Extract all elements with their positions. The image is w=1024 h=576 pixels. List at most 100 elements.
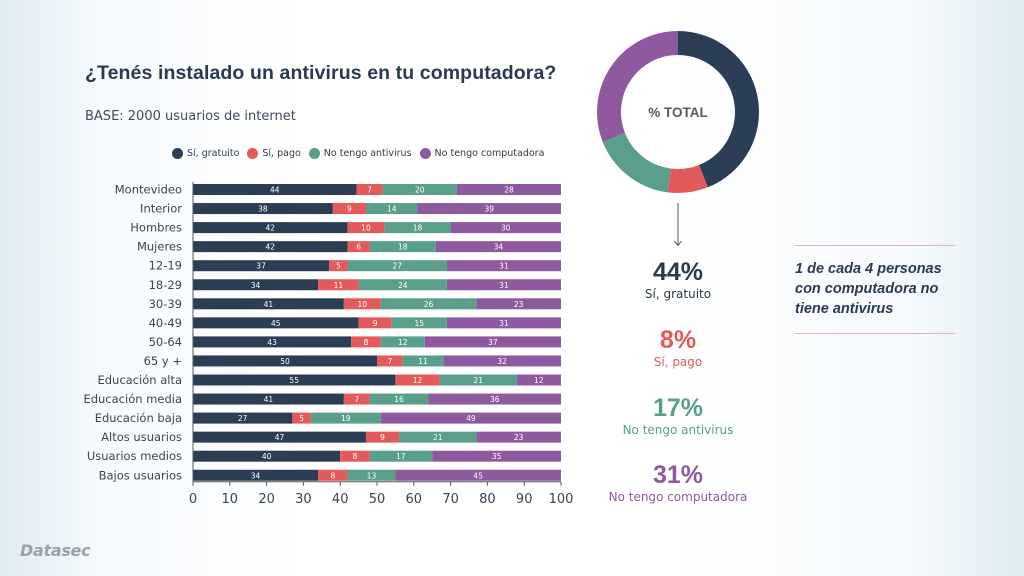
bar-value-label: 6 — [356, 243, 361, 252]
bar-value-label: 41 — [264, 395, 274, 404]
category-label: 50-64 — [149, 335, 182, 349]
category-label: Educación baja — [95, 411, 182, 425]
legend-item-si-pago: Sí, pago — [247, 148, 301, 159]
bar-segment — [193, 260, 330, 272]
category-label: Interior — [140, 202, 182, 216]
bar-value-label: 19 — [341, 414, 351, 423]
bar-value-label: 39 — [484, 205, 494, 214]
donut-slice — [667, 164, 708, 194]
bar-value-label: 34 — [251, 281, 261, 290]
bar-segment — [343, 298, 381, 310]
chart-subtitle: BASE: 2000 usuarios de internet — [85, 109, 296, 124]
donut-center-label: % TOTAL — [648, 105, 708, 120]
callout-box: 1 de cada 4 personas con computadora no … — [795, 245, 955, 334]
donut-slice — [602, 132, 671, 193]
bar-segment — [369, 393, 429, 405]
bar-value-label: 10 — [361, 224, 371, 233]
stat-value: 8% — [659, 326, 697, 354]
bar-segment — [347, 469, 396, 481]
category-label: Mujeres — [137, 240, 182, 254]
x-tick-label: 50 — [369, 492, 386, 507]
bar-segment — [329, 260, 348, 272]
stat-value: 17% — [652, 394, 704, 422]
category-label: 18-29 — [149, 278, 182, 292]
bar-segment — [193, 374, 396, 386]
category-label: Montevideo — [115, 183, 182, 197]
bar-value-label: 42 — [266, 243, 276, 252]
bar-segment — [417, 203, 561, 215]
bar-segment — [347, 260, 447, 272]
donut-chart: % TOTAL — [597, 31, 759, 194]
bar-segment — [439, 374, 517, 386]
x-tick-label: 90 — [516, 492, 533, 507]
x-tick-label: 100 — [549, 492, 574, 507]
stacked-bar-chart: Montevideo 44 7 20 28 Interior 38 9 14 39 Hombres 4… — [83, 182, 574, 507]
bar-value-label: 43 — [267, 338, 277, 347]
bar-segment — [369, 450, 433, 462]
legend-dot-icon — [172, 148, 183, 159]
bar-value-label: 9 — [373, 319, 378, 328]
bar-value-label: 26 — [424, 300, 434, 309]
legend: Sí, gratuito Sí, pago No tengo antivirus… — [172, 148, 544, 159]
bar-segment — [193, 184, 357, 195]
bar-value-label: 18 — [398, 243, 408, 252]
bar-value-label: 34 — [494, 243, 504, 252]
bar-value-label: 55 — [289, 376, 299, 385]
bar-segment — [193, 355, 377, 367]
bar-value-label: 34 — [251, 471, 261, 480]
datasec-logo: Datasec — [20, 541, 91, 560]
bar-segment — [318, 469, 348, 481]
bar-segment — [193, 203, 333, 215]
legend-label: No tengo computadora — [434, 148, 545, 159]
category-label: Educación media — [83, 392, 182, 406]
bar-value-label: 38 — [258, 205, 268, 214]
category-label: Educación alta — [97, 373, 182, 387]
bar-segment — [351, 336, 381, 348]
bar-segment — [193, 336, 352, 348]
arrow-down-icon — [674, 203, 682, 247]
category-label: 40-49 — [149, 316, 182, 330]
bar-segment — [395, 469, 561, 481]
category-label: Hombres — [130, 221, 182, 235]
bar-value-label: 7 — [367, 186, 372, 195]
bar-segment — [347, 222, 385, 234]
bar-segment — [476, 298, 561, 310]
bar-segment — [384, 222, 451, 234]
bar-segment — [424, 336, 561, 348]
category-label: 65 y + — [144, 354, 182, 368]
bar-value-label: 11 — [418, 357, 428, 366]
bar-value-label: 17 — [396, 452, 406, 461]
bar-value-label: 37 — [256, 262, 266, 271]
stat-si-pago: 8% Sí, pago — [578, 327, 778, 370]
bar-segment — [456, 184, 561, 195]
bar-segment — [340, 450, 370, 462]
bar-segment — [193, 393, 344, 405]
bar-segment — [476, 431, 561, 443]
x-tick-label: 40 — [332, 492, 349, 507]
bar-segment — [443, 355, 561, 367]
bar-segment — [446, 279, 561, 291]
bar-segment — [193, 469, 319, 481]
legend-item-no-computadora: No tengo computadora — [419, 148, 545, 159]
bar-value-label: 40 — [262, 452, 272, 461]
bar-segment — [428, 393, 561, 405]
bar-value-label: 5 — [336, 262, 341, 271]
x-tick-label: 20 — [258, 492, 275, 507]
bar-segment — [193, 241, 348, 253]
bar-segment — [432, 450, 561, 462]
bar-value-label: 31 — [499, 319, 509, 328]
bar-segment — [292, 412, 311, 424]
category-label: Usuarios medios — [87, 449, 182, 463]
bar-value-label: 44 — [270, 186, 280, 195]
bar-segment — [435, 241, 561, 253]
bar-value-label: 12 — [413, 376, 423, 385]
bar-segment — [193, 450, 341, 462]
bar-value-label: 47 — [275, 433, 285, 442]
bar-segment — [380, 412, 561, 424]
bar-segment — [332, 203, 366, 215]
bar-segment — [356, 184, 383, 195]
bar-value-label: 42 — [266, 224, 276, 233]
bar-value-label: 12 — [534, 376, 544, 385]
bar-segment — [318, 279, 359, 291]
bar-segment — [380, 336, 425, 348]
